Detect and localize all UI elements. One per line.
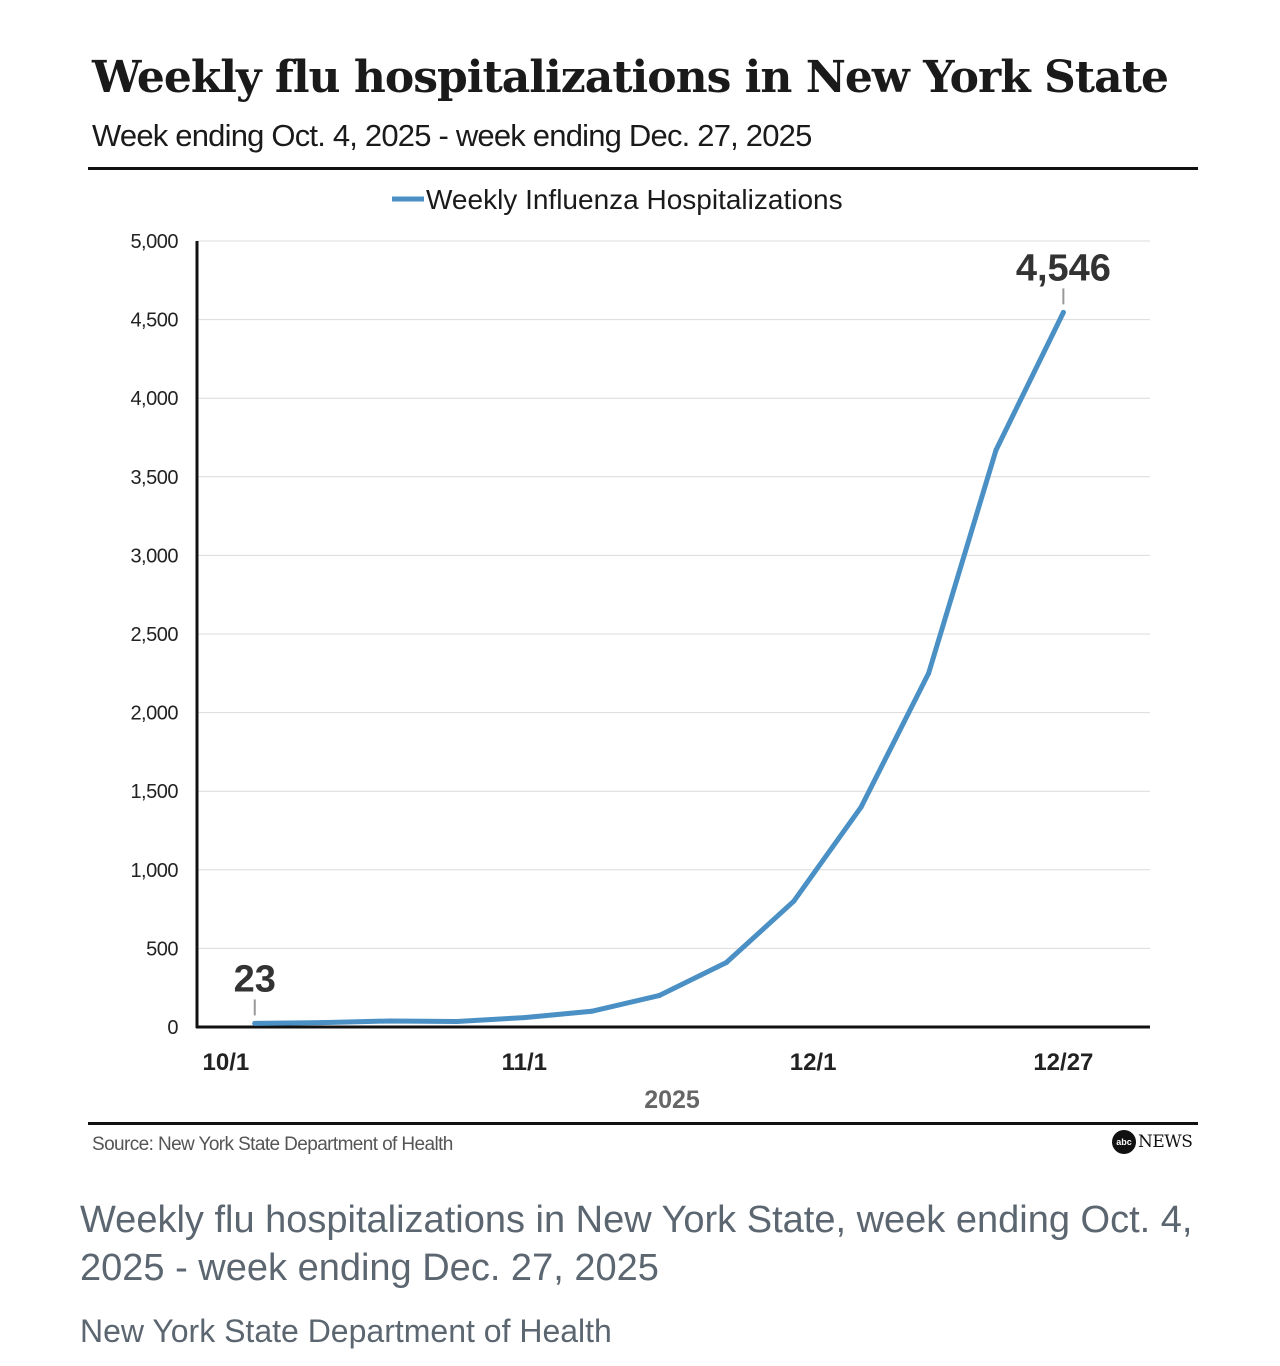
data-point [926,670,932,676]
y-tick-label: 3,000 [130,545,178,567]
image-caption: Weekly flu hospitalizations in New York … [80,1199,1193,1289]
brand-name: NEWS [1138,1132,1193,1152]
chart-title: Weekly flu hospitalizations in New York … [92,52,1169,103]
y-tick-label: 4,500 [130,310,178,332]
data-point [993,447,999,453]
x-tick-label: 12/27 [1033,1049,1093,1076]
y-tick-label: 0 [167,1017,178,1039]
annotation-label: 23 [234,958,276,1000]
legend-label: Weekly Influenza Hospitalizations [426,184,843,215]
source-note: Source: New York State Department of Hea… [92,1134,453,1155]
data-point [791,898,797,904]
x-tick-label: 12/1 [790,1049,837,1076]
y-tick-label: 1,000 [130,860,178,882]
chart-subtitle: Week ending Oct. 4, 2025 - week ending D… [92,118,812,153]
x-axis-label: 2025 [644,1086,700,1114]
y-tick-label: 2,000 [130,703,178,725]
bottom-divider [88,1122,1198,1125]
y-tick-label: 4,000 [130,388,178,410]
y-tick-label: 500 [146,938,178,960]
y-tick-label: 5,000 [130,231,178,253]
data-point [521,1015,527,1021]
x-tick-label: 11/1 [502,1049,547,1076]
annotation-label: 4,546 [1016,247,1111,289]
abc-news-logo: abc NEWS [1112,1130,1193,1154]
data-point [319,1020,325,1026]
data-point [252,1020,258,1026]
data-point [454,1018,460,1024]
data-point [656,993,662,999]
y-tick-label: 2,500 [130,624,178,646]
line-chart: Weekly Influenza Hospitalizations 0 500 1,… [130,184,1150,1114]
abc-logo-icon: abc [1112,1130,1136,1154]
data-point [858,804,864,810]
caption-source: New York State Department of Health [80,1313,612,1349]
data-point [589,1008,595,1014]
data-point [387,1018,393,1024]
series-line [252,309,1066,1026]
y-tick-label: 1,500 [130,781,178,803]
data-point [723,960,729,966]
top-divider [88,167,1198,170]
data-point [1060,309,1066,315]
y-tick-label: 3,500 [130,467,178,489]
x-tick-label: 10/1 [203,1049,250,1076]
legend: Weekly Influenza Hospitalizations [392,184,843,215]
